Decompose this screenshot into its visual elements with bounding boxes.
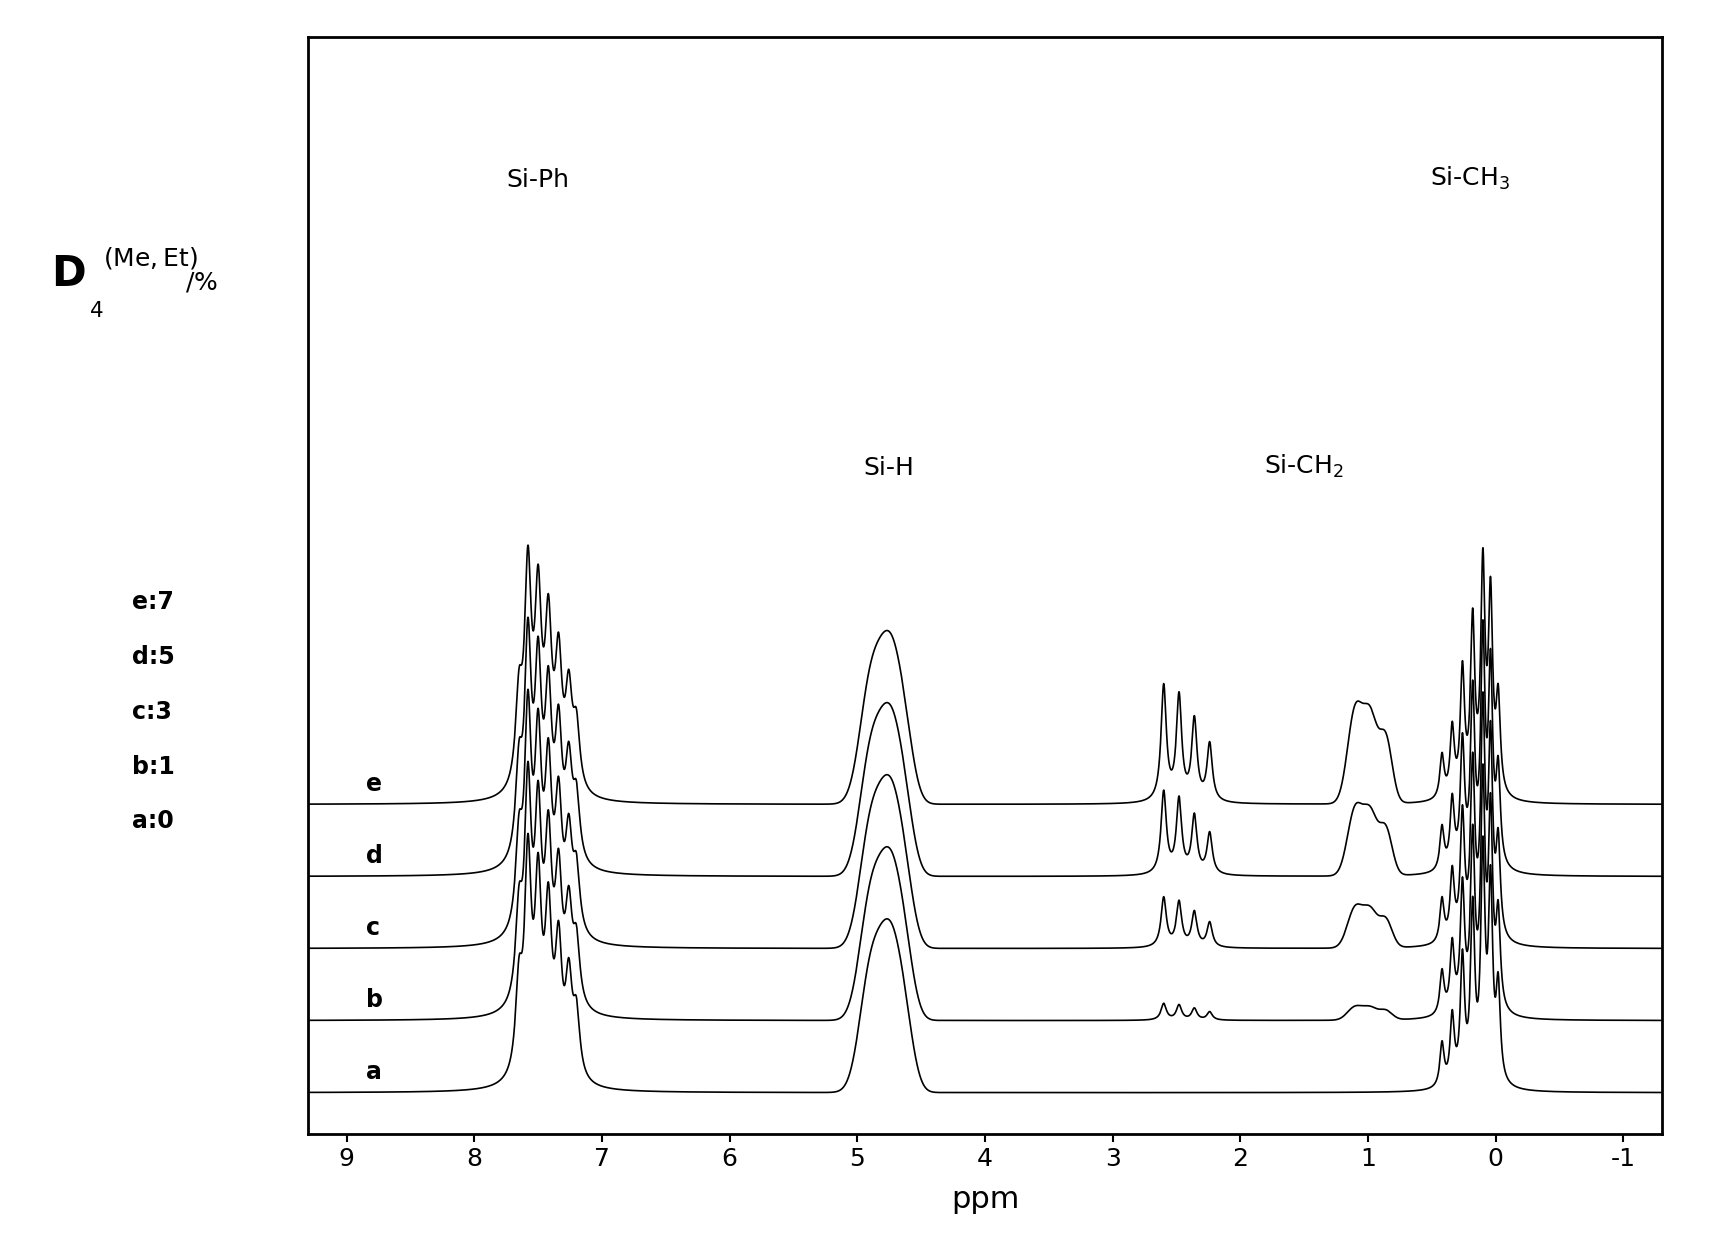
Text: a:0: a:0: [132, 810, 175, 834]
Text: Si-Ph: Si-Ph: [507, 168, 570, 192]
Text: b:1: b:1: [132, 755, 175, 779]
Text: c: c: [367, 916, 380, 941]
Text: $\mathregular{(Me,Et)}$: $\mathregular{(Me,Et)}$: [103, 245, 197, 270]
Text: d: d: [367, 845, 382, 868]
X-axis label: ppm: ppm: [951, 1185, 1019, 1214]
Text: e:7: e:7: [132, 591, 175, 614]
Text: $\mathit{/\%}$: $\mathit{/\%}$: [185, 270, 218, 295]
Text: b: b: [367, 988, 382, 1012]
Text: Si-CH$_3$: Si-CH$_3$: [1430, 164, 1511, 192]
Text: e: e: [367, 773, 382, 796]
Text: $_4$: $_4$: [89, 290, 104, 320]
Text: c:3: c:3: [132, 700, 173, 724]
Text: d:5: d:5: [132, 645, 175, 669]
Text: Si-CH$_2$: Si-CH$_2$: [1264, 452, 1345, 480]
Text: a: a: [367, 1060, 382, 1084]
Text: D: D: [51, 253, 86, 295]
Text: Si-H: Si-H: [863, 456, 915, 480]
